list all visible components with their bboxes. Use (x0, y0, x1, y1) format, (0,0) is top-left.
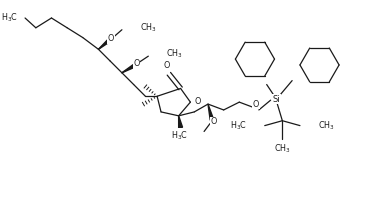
Polygon shape (99, 38, 111, 49)
Text: $\mathregular{CH_3}$: $\mathregular{CH_3}$ (166, 48, 183, 60)
Text: Si: Si (273, 95, 280, 104)
Text: $\mathregular{H_3C}$: $\mathregular{H_3C}$ (171, 129, 189, 142)
Polygon shape (122, 64, 137, 73)
Text: $\mathregular{H_3C}$: $\mathregular{H_3C}$ (230, 119, 247, 132)
Polygon shape (208, 104, 213, 120)
Text: O: O (253, 100, 259, 109)
Text: $\mathregular{CH_3}$: $\mathregular{CH_3}$ (317, 119, 334, 132)
Text: O: O (108, 34, 114, 43)
Text: O: O (133, 59, 140, 68)
Text: $\mathregular{CH_3}$: $\mathregular{CH_3}$ (140, 22, 156, 34)
Text: O: O (211, 117, 217, 126)
Text: $\mathregular{H_3C}$: $\mathregular{H_3C}$ (1, 12, 18, 24)
Polygon shape (178, 116, 182, 128)
Text: O: O (194, 97, 201, 106)
Text: O: O (164, 61, 170, 70)
Text: $\mathregular{CH_3}$: $\mathregular{CH_3}$ (274, 143, 291, 155)
